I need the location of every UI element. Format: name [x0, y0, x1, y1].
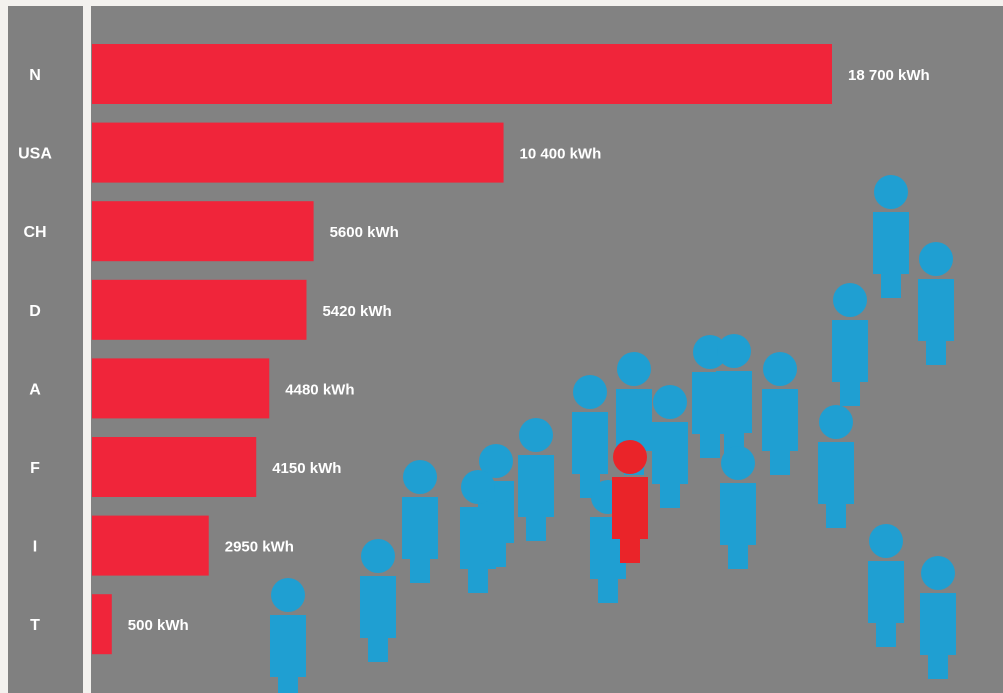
value-label: 5600 kWh — [330, 224, 399, 241]
person-head — [519, 418, 553, 452]
bar — [92, 44, 832, 104]
person-body — [460, 507, 496, 569]
person-head — [693, 335, 727, 369]
highlighted-person-icon — [612, 440, 648, 563]
person-head — [403, 460, 437, 494]
person-legs — [840, 382, 860, 406]
person-legs — [728, 545, 748, 569]
person-body — [518, 455, 554, 517]
person-icon — [920, 556, 956, 679]
person-legs — [770, 451, 790, 475]
person-body — [873, 212, 909, 274]
bar — [92, 515, 209, 576]
person-icon — [402, 460, 438, 583]
person-icon — [572, 375, 608, 498]
person-icon — [716, 334, 752, 457]
country-label-strip — [8, 6, 83, 693]
category-label: D — [29, 303, 41, 320]
person-body — [572, 412, 608, 474]
bar — [92, 437, 257, 497]
person-legs — [620, 539, 640, 563]
person-icon — [652, 385, 688, 508]
bar — [92, 201, 314, 262]
category-label: T — [30, 617, 40, 634]
person-head — [617, 352, 651, 386]
person-head — [721, 446, 755, 480]
value-label: 4150 kWh — [272, 460, 341, 477]
person-body — [360, 576, 396, 638]
person-icon — [762, 352, 798, 475]
person-head — [763, 352, 797, 386]
person-icon — [832, 283, 868, 406]
person-body — [402, 497, 438, 559]
bar — [92, 279, 307, 340]
person-icon — [818, 405, 854, 528]
person-legs — [826, 504, 846, 528]
person-legs — [928, 655, 948, 679]
person-head — [819, 405, 853, 439]
person-legs — [526, 517, 546, 541]
person-icon — [918, 242, 954, 365]
person-head — [479, 444, 513, 478]
person-legs — [598, 579, 618, 603]
person-legs — [660, 484, 680, 508]
category-label: CH — [23, 224, 46, 241]
bar — [92, 122, 504, 183]
person-icon — [868, 524, 904, 647]
person-icon — [518, 418, 554, 541]
people-group — [270, 175, 956, 693]
bar — [92, 358, 270, 419]
person-legs — [368, 638, 388, 662]
person-legs — [278, 677, 298, 693]
person-legs — [700, 434, 720, 458]
person-head — [717, 334, 751, 368]
person-head — [874, 175, 908, 209]
value-label: 4480 kWh — [285, 381, 354, 398]
person-head — [461, 470, 495, 504]
bar — [92, 594, 112, 655]
person-head — [921, 556, 955, 590]
person-body — [720, 483, 756, 545]
person-icon — [270, 578, 306, 693]
person-icon — [360, 539, 396, 662]
value-label: 10 400 kWh — [520, 146, 602, 163]
person-legs — [410, 559, 430, 583]
person-head — [653, 385, 687, 419]
person-body — [652, 422, 688, 484]
person-legs — [876, 623, 896, 647]
person-icon — [873, 175, 909, 298]
person-head — [613, 440, 647, 474]
person-body — [920, 593, 956, 655]
person-body — [868, 561, 904, 623]
category-label: A — [29, 381, 41, 398]
person-legs — [468, 569, 488, 593]
person-body — [270, 615, 306, 677]
person-body — [918, 279, 954, 341]
person-body — [818, 442, 854, 504]
category-label: USA — [18, 146, 52, 163]
category-label: N — [29, 67, 41, 84]
person-head — [833, 283, 867, 317]
person-body — [612, 477, 648, 539]
person-legs — [881, 274, 901, 298]
person-icon — [460, 470, 496, 593]
person-body — [832, 320, 868, 382]
person-body — [762, 389, 798, 451]
person-head — [361, 539, 395, 573]
category-label: F — [30, 460, 40, 477]
person-legs — [926, 341, 946, 365]
person-head — [869, 524, 903, 558]
category-label: I — [33, 539, 37, 556]
person-head — [271, 578, 305, 612]
person-body — [716, 371, 752, 433]
value-label: 500 kWh — [128, 617, 189, 634]
person-head — [573, 375, 607, 409]
person-head — [919, 242, 953, 276]
value-label: 5420 kWh — [322, 303, 391, 320]
person-icon — [720, 446, 756, 569]
value-label: 18 700 kWh — [848, 67, 930, 84]
value-label: 2950 kWh — [225, 539, 294, 556]
